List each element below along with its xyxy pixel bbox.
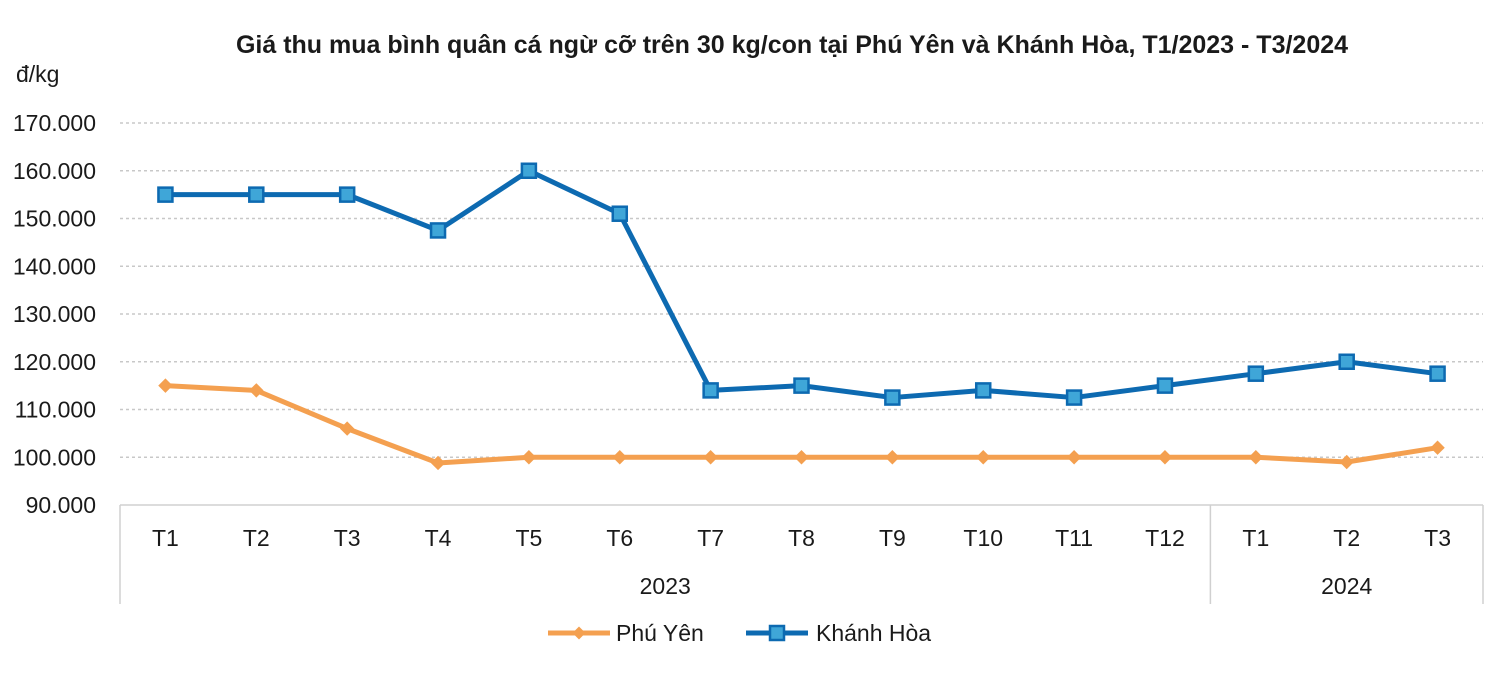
data-point: [1157, 450, 1173, 465]
x-axis-frame: [119, 504, 1484, 604]
y-tick-label: 120.000: [13, 349, 96, 375]
data-point: [884, 389, 901, 406]
data-point: [339, 421, 355, 436]
legend-item-phu-yen: Phú Yên: [548, 620, 704, 646]
legend-marker: [572, 626, 586, 640]
y-tick-label: 150.000: [13, 206, 96, 232]
legend-marker: [768, 624, 786, 642]
data-point: [1065, 389, 1083, 406]
y-tick-label: 130.000: [13, 301, 96, 327]
data-point: [885, 450, 900, 465]
data-point: [158, 378, 173, 393]
legend: Phú Yên Khánh Hòa: [548, 620, 931, 646]
data-point: [1248, 450, 1264, 465]
data-point: [1247, 365, 1265, 382]
legend-label: Phú Yên: [616, 620, 704, 646]
x-tick-label: T9: [879, 525, 906, 551]
x-tick-label: T8: [788, 525, 815, 551]
data-point: [1066, 450, 1082, 465]
x-tick-label: T3: [1424, 525, 1451, 551]
y-tick-label: 170.000: [13, 110, 96, 136]
x-tick-label: T1: [1242, 525, 1269, 551]
x-tick-label: T1: [152, 525, 179, 551]
x-tick-label: T2: [1333, 525, 1360, 551]
data-point: [974, 382, 992, 399]
series-khanh-hoa: [157, 162, 1446, 406]
data-point: [612, 450, 627, 465]
series-layer: [157, 162, 1446, 471]
data-point: [794, 450, 809, 465]
data-point: [1338, 353, 1355, 370]
data-point: [249, 383, 264, 398]
data-point: [338, 186, 356, 203]
grid-lines: [120, 122, 1483, 458]
data-point: [793, 377, 810, 394]
data-point: [703, 450, 718, 465]
x-tick-label: T7: [697, 525, 724, 551]
x-tick-label: T6: [606, 525, 633, 551]
y-tick-label: 140.000: [13, 253, 96, 279]
y-axis-unit-label: đ/kg: [16, 61, 59, 87]
series-phu-yen: [158, 378, 1445, 471]
series-line: [165, 168, 1438, 401]
x-tick-label: T11: [1055, 525, 1093, 551]
y-tick-label: 110.000: [15, 397, 96, 423]
data-point: [429, 222, 447, 239]
data-point: [611, 205, 629, 222]
x-tick-label: T12: [1145, 525, 1185, 551]
data-point: [1429, 365, 1446, 382]
data-point: [520, 162, 538, 179]
legend-item-khanh-hoa: Khánh Hòa: [746, 620, 931, 646]
data-point: [248, 186, 265, 203]
data-point: [976, 450, 991, 465]
data-point: [157, 186, 174, 203]
y-axis-ticks: 90.000 100.000 110.000 120.000 130.000 140.00…: [13, 110, 96, 518]
data-point: [521, 450, 537, 465]
data-point: [702, 382, 719, 399]
x-group-label: 2024: [1321, 573, 1372, 599]
y-tick-label: 90.000: [26, 492, 96, 518]
data-point: [1430, 440, 1445, 455]
x-tick-label: T4: [425, 525, 452, 551]
y-tick-label: 100.000: [13, 444, 96, 470]
x-tick-label: T3: [334, 525, 361, 551]
data-point: [1156, 377, 1174, 394]
chart-title: Giá thu mua bình quân cá ngừ cỡ trên 30 …: [236, 31, 1348, 59]
data-point: [1339, 454, 1354, 470]
x-tick-label: T10: [963, 525, 1003, 551]
legend-label: Khánh Hòa: [816, 620, 931, 646]
y-tick-label: 160.000: [13, 158, 96, 184]
data-point: [430, 455, 446, 471]
x-axis-year-groups: 2023 2024: [640, 505, 1372, 604]
x-tick-label: T5: [515, 525, 542, 551]
x-group-label: 2023: [640, 573, 691, 599]
x-axis-ticks: T1 T2 T3 T4 T5 T6 T7 T8 T9 T10 T11 T12 T1 T2 T3: [152, 525, 1451, 551]
x-tick-label: T2: [243, 525, 270, 551]
